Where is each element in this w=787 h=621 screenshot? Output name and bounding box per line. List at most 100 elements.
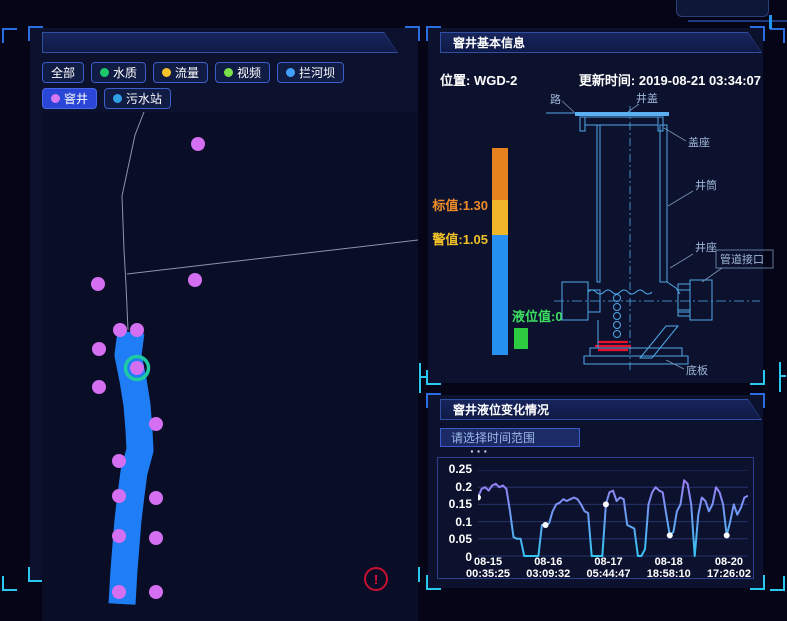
data-point-marker[interactable]: [666, 532, 673, 539]
category-dot-icon: [162, 68, 172, 77]
info-panel-header: 窨井基本信息: [440, 32, 762, 53]
category-dot-icon: [113, 94, 123, 103]
x-tick-label: 08-17 05:44:47: [586, 556, 630, 580]
category-dot-icon: [286, 68, 296, 77]
manhole-marker[interactable]: [149, 491, 163, 505]
x-tick-time: 05:44:47: [586, 568, 631, 580]
update-time-value: 2019-08-21 03:34:07: [638, 73, 761, 88]
filter-bar: 全部 水质 流量 视频 拦河坝窨井 污水站: [40, 59, 410, 111]
data-point-marker[interactable]: [602, 501, 609, 508]
filter-label: 全部: [51, 66, 76, 80]
filter-label: 拦河坝: [299, 66, 336, 80]
update-time: 更新时间: 2019-08-21 03:34:07: [579, 70, 761, 89]
diagram-label-cover-seat: 盖座: [688, 135, 710, 149]
gauge-segment-normal: [492, 235, 508, 355]
warning-value-label: 警值:1.05: [432, 232, 488, 247]
x-tick-date: 08-17: [594, 556, 623, 568]
manhole-marker[interactable]: [149, 531, 163, 545]
y-tick-label: 0: [465, 549, 472, 564]
manhole-marker[interactable]: [113, 323, 127, 337]
filter-button-1[interactable]: 水质: [91, 62, 147, 83]
x-tick-date: 08-18: [654, 556, 683, 568]
manhole-marker[interactable]: [112, 454, 126, 468]
x-tick-label: 08-18 18:58:10: [647, 556, 691, 580]
map-panel-header: [42, 32, 398, 53]
road-line: [126, 239, 419, 275]
info-panel-title: 窨井基本信息: [441, 33, 761, 52]
x-tick-date: 08-20: [714, 556, 744, 568]
level-line: [478, 479, 748, 557]
popup-underline: [688, 20, 787, 22]
filter-button-6[interactable]: 污水站: [104, 88, 172, 109]
y-axis: 0.25 0.2 0.15 0.1 0.05 0: [438, 462, 476, 564]
diagram-label-cover: 井盖: [636, 91, 658, 105]
gauge-segment-warning: [492, 200, 508, 235]
selected-marker-ring: [123, 354, 151, 382]
chart-toolbox-icon[interactable]: ···: [470, 443, 490, 459]
y-tick-label: 0.2: [455, 479, 472, 494]
filter-button-2[interactable]: 流量: [153, 62, 209, 83]
category-dot-icon: [100, 68, 110, 77]
category-dot-icon: [51, 94, 60, 103]
gauge-segment-high: [492, 148, 508, 200]
diagram-label-road: 路: [550, 93, 561, 106]
filter-button-3[interactable]: 视频: [215, 62, 271, 83]
panel-corner: [426, 26, 441, 41]
location-value: WGD-2: [473, 73, 518, 88]
manhole-marker[interactable]: [188, 273, 202, 287]
filter-label: 污水站: [126, 92, 163, 106]
x-tick-time: 00:35:25: [466, 568, 511, 580]
info-row: 位置: WGD-2 更新时间: 2019-08-21 03:34:07: [440, 70, 761, 89]
manhole-marker[interactable]: [130, 323, 144, 337]
time-range-button[interactable]: 请选择时间范围: [440, 428, 580, 447]
page-frame-corner: [770, 576, 785, 591]
manhole-marker[interactable]: [112, 529, 126, 543]
manhole-marker[interactable]: [91, 277, 105, 291]
page-frame-corner: [2, 576, 17, 591]
river: [108, 330, 154, 605]
svg-text:!: !: [374, 572, 378, 587]
x-tick-date: 08-15: [473, 556, 503, 568]
manhole-marker[interactable]: [112, 585, 126, 599]
manhole-marker[interactable]: [92, 380, 106, 394]
x-axis: 08-15 00:35:25 08-16 03:09:32 08-17 05:44:47 0…: [466, 556, 751, 580]
manhole-marker[interactable]: [130, 361, 144, 375]
level-chart: 0.25 0.2 0.15 0.1 0.05 0 08-15 00:35:25 08-16 03…: [437, 457, 754, 580]
diagram-label-well-seat: 井座: [695, 240, 717, 254]
map-panel-header-text: [43, 33, 397, 52]
popup-fragment: [676, 0, 769, 17]
liquid-level-indicator: [514, 328, 528, 349]
update-time-label: 更新时间:: [578, 73, 636, 88]
page-frame-corner: [770, 28, 785, 43]
chart-plot: [478, 470, 748, 557]
x-tick-time: 17:26:02: [706, 568, 751, 580]
y-tick-label: 0.05: [448, 532, 472, 547]
manhole-marker[interactable]: [149, 417, 163, 431]
map-canvas: !: [91, 111, 419, 605]
filter-button-5[interactable]: 窨井: [42, 88, 98, 109]
panel-corner: [28, 26, 43, 41]
standard-value-label: 标值:1.30: [432, 198, 488, 213]
filter-label: 视频: [237, 66, 262, 80]
manhole-info-panel: 窨井基本信息 位置: WGD-2 更新时间: 2019-08-21 03:34:…: [426, 26, 774, 385]
road-line: [121, 111, 145, 331]
map[interactable]: !: [42, 111, 419, 621]
filter-button-0[interactable]: 全部: [42, 62, 85, 83]
alert-icon[interactable]: !: [364, 567, 388, 591]
manhole-marker[interactable]: [112, 489, 126, 503]
frame-edge-tick: [779, 362, 786, 392]
filter-button-4[interactable]: 拦河坝: [277, 62, 345, 83]
y-tick-label: 0.25: [448, 462, 472, 476]
manhole-marker[interactable]: [191, 137, 205, 151]
manhole-marker[interactable]: [149, 585, 163, 599]
panel-corner: [426, 370, 441, 385]
data-point-marker[interactable]: [723, 532, 730, 539]
data-point-marker[interactable]: [542, 522, 549, 528]
manhole-marker[interactable]: [92, 342, 106, 356]
x-tick-time: 18:58:10: [646, 568, 691, 580]
panel-corner: [405, 26, 420, 41]
level-chart-panel: 窨井液位变化情况 请选择时间范围 ··· 0.25 0.2 0.15 0.1 0.05 0…: [426, 393, 765, 590]
chart-panel-title: 窨井液位变化情况: [441, 400, 761, 419]
data-point-marker[interactable]: [478, 494, 481, 501]
page-frame-corner: [2, 28, 17, 43]
